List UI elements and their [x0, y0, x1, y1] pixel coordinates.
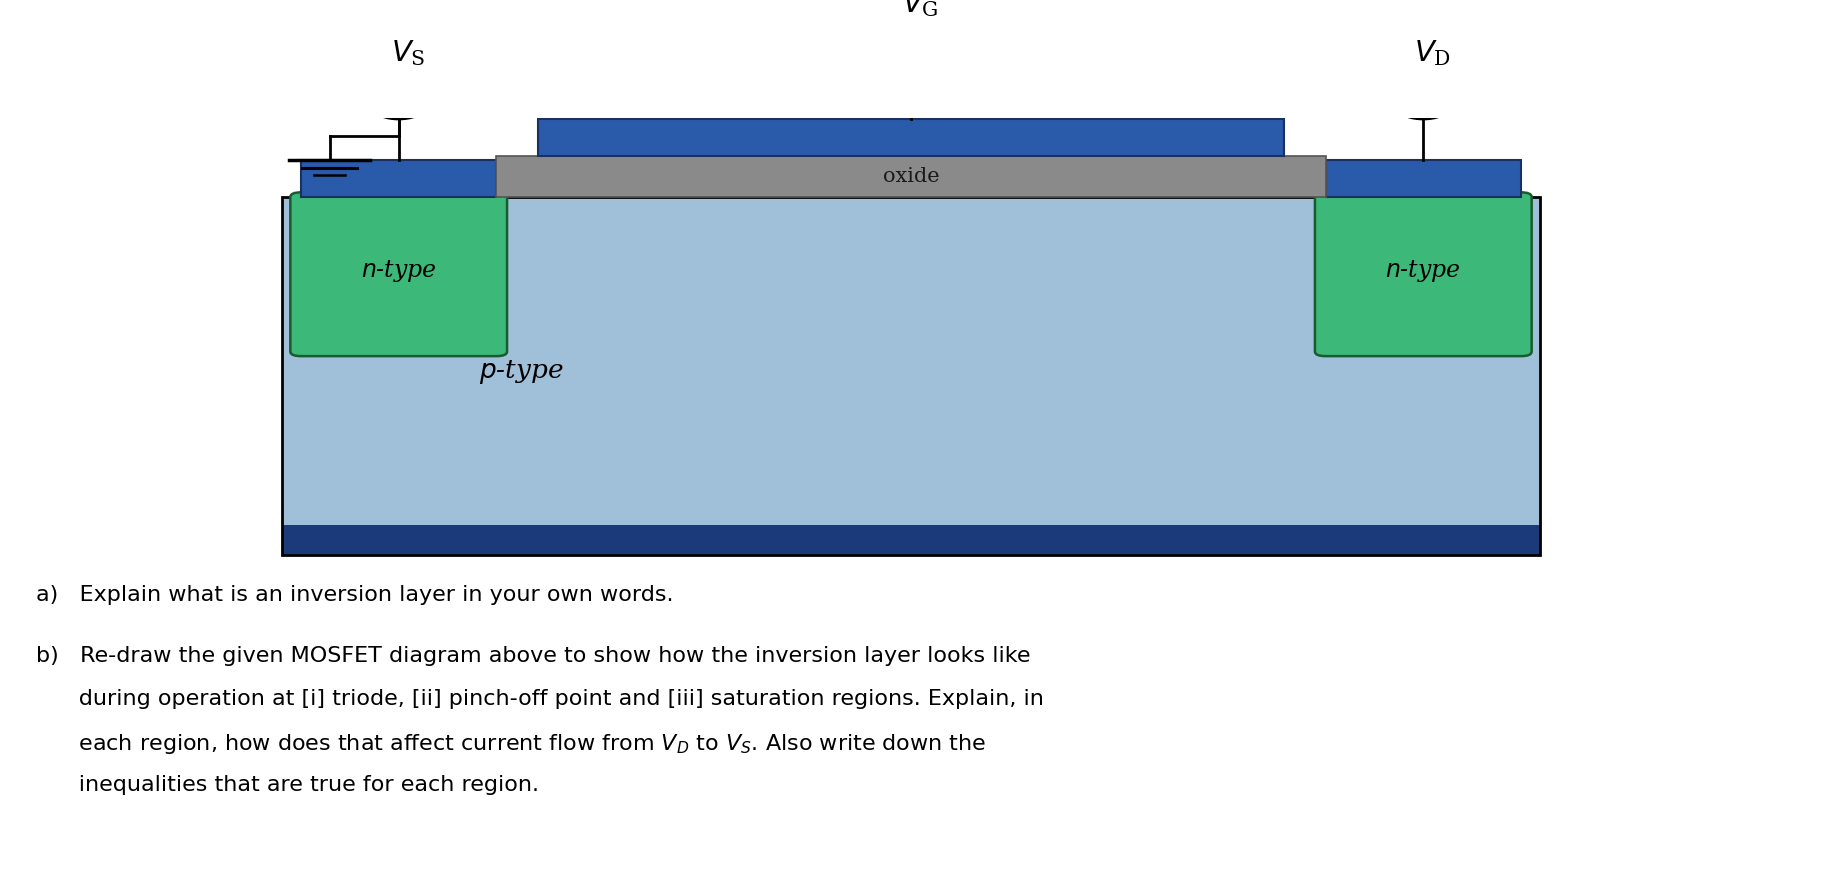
Text: $V_\mathregular{D}$: $V_\mathregular{D}$	[1414, 38, 1450, 68]
Bar	[537, 119, 1285, 156]
Text: oxide: oxide	[882, 167, 940, 186]
Text: b)   Re-draw the given MOSFET diagram above to show how the inversion layer look: b) Re-draw the given MOSFET diagram abov…	[36, 645, 1031, 665]
Text: $p$-type: $p$-type	[479, 358, 563, 386]
Bar	[282, 197, 1540, 555]
FancyBboxPatch shape	[1315, 193, 1532, 356]
Text: $n$-type: $n$-type	[361, 258, 437, 284]
FancyBboxPatch shape	[290, 193, 507, 356]
Text: $V_\mathregular{S}$: $V_\mathregular{S}$	[390, 38, 425, 68]
Text: inequalities that are true for each region.: inequalities that are true for each regi…	[36, 774, 539, 794]
Text: during operation at [i] triode, [ii] pinch-off point and [iii] saturation region: during operation at [i] triode, [ii] pin…	[36, 689, 1044, 709]
Bar	[282, 525, 1540, 555]
Bar	[1326, 160, 1521, 197]
Bar	[282, 197, 1540, 525]
Text: each region, how does that affect current flow from $V_D$ to $V_S$. Also write d: each region, how does that affect curren…	[36, 732, 988, 755]
Bar	[496, 156, 1326, 197]
Text: $n$-type: $n$-type	[1385, 258, 1461, 284]
Text: $V_\mathregular{G}$: $V_\mathregular{G}$	[902, 0, 938, 19]
Bar	[301, 160, 496, 197]
Text: a)   Explain what is an inversion layer in your own words.: a) Explain what is an inversion layer in…	[36, 585, 674, 605]
